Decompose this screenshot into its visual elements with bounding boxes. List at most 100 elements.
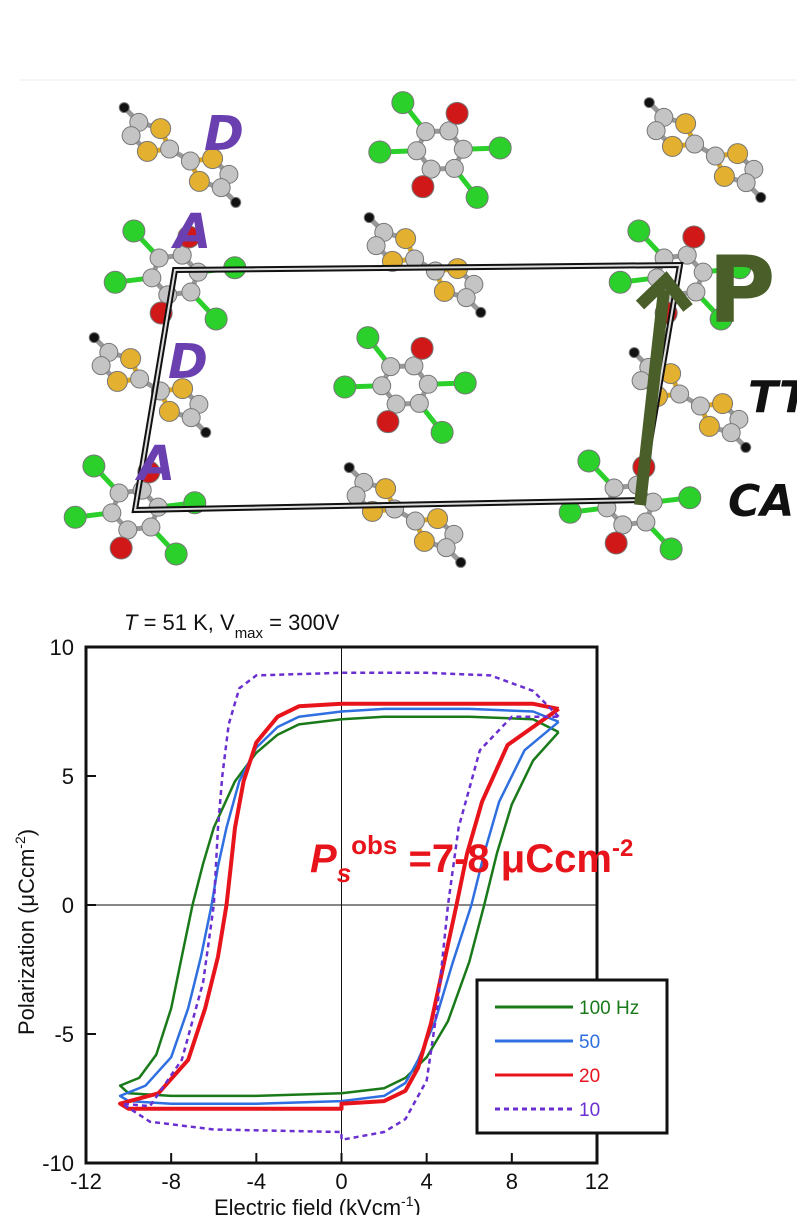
atom xyxy=(417,123,435,141)
atom xyxy=(142,518,160,536)
atom xyxy=(434,281,454,301)
annotation-sup: obs xyxy=(351,830,397,860)
atom xyxy=(713,394,733,414)
atom xyxy=(364,213,374,223)
atom xyxy=(411,337,433,359)
annotation-part: =7-8 μCcm xyxy=(397,837,612,881)
atom xyxy=(357,327,379,349)
x-tick-label: 0 xyxy=(335,1169,347,1194)
atom xyxy=(446,102,468,124)
title-sub: max xyxy=(235,625,264,642)
atom xyxy=(437,539,455,557)
atom xyxy=(678,246,696,264)
atom xyxy=(161,140,179,158)
donor-label: D xyxy=(204,106,244,162)
x-label-part: ) xyxy=(414,1195,421,1215)
atom xyxy=(376,479,396,499)
atom xyxy=(728,144,748,164)
atom xyxy=(714,166,734,186)
atom xyxy=(489,137,511,159)
acceptor-label: A xyxy=(170,204,211,260)
atom xyxy=(414,531,434,551)
x-tick-label: 12 xyxy=(585,1169,609,1194)
y-tick-label: -5 xyxy=(54,1022,74,1047)
atom xyxy=(103,504,121,522)
title-part: = 51 K, V xyxy=(137,610,235,635)
atom xyxy=(559,501,581,523)
annotation: Psobs =7-8 μCcm-2 xyxy=(310,830,633,888)
atom xyxy=(382,358,400,376)
acceptor-label: A xyxy=(134,436,175,492)
atom xyxy=(686,135,704,153)
atom xyxy=(408,142,426,160)
donor-name: TT xyxy=(748,372,797,423)
atom xyxy=(151,119,171,139)
y-label-part: Polarization (μCcm xyxy=(14,849,39,1035)
atom xyxy=(377,411,399,433)
atom xyxy=(201,427,211,437)
y-tick-label: 10 xyxy=(50,635,74,660)
y-tick-label: 5 xyxy=(62,764,74,789)
atom xyxy=(119,103,129,113)
atom xyxy=(373,377,391,395)
x-axis-label: Electric field (kVcm-1) xyxy=(214,1193,421,1215)
atom xyxy=(671,385,689,403)
atom xyxy=(121,349,141,369)
atom xyxy=(660,538,682,560)
y-tick-label: -10 xyxy=(42,1151,74,1176)
annotation-sub: s xyxy=(337,858,351,888)
atom xyxy=(334,376,356,398)
atom xyxy=(123,220,145,242)
x-tick-label: -12 xyxy=(70,1169,102,1194)
atom xyxy=(369,141,391,163)
atom xyxy=(628,220,650,242)
atom xyxy=(614,516,632,534)
atom xyxy=(457,289,475,307)
title-part: = 300V xyxy=(263,610,340,635)
legend-label: 50 xyxy=(579,1032,600,1053)
atom xyxy=(419,375,437,393)
atom xyxy=(431,421,453,443)
atom xyxy=(119,521,137,539)
polarization-label: P xyxy=(708,237,775,344)
atom xyxy=(131,370,149,388)
atom xyxy=(578,450,600,472)
x-tick-label: 4 xyxy=(421,1169,433,1194)
atom xyxy=(445,159,463,177)
y-axis-label: Polarization (μCcm-2) xyxy=(12,829,39,1035)
atom xyxy=(396,229,416,249)
atom xyxy=(392,92,414,114)
y-label-part: ) xyxy=(14,829,39,836)
x-tick-label: -8 xyxy=(161,1169,181,1194)
atom xyxy=(741,442,751,452)
atom xyxy=(344,463,354,473)
atom xyxy=(476,307,486,317)
legend-label: 20 xyxy=(579,1066,600,1087)
y-label-sup: -2 xyxy=(12,836,28,849)
atom xyxy=(137,141,157,161)
atom xyxy=(165,543,187,565)
legend-label: 10 xyxy=(579,1100,600,1121)
page: T = 51 K, Vmax = 300V Electric field (kV… xyxy=(0,0,797,1215)
atom xyxy=(64,506,86,528)
atom xyxy=(644,98,654,108)
atom xyxy=(629,348,639,358)
atom xyxy=(159,401,179,421)
atom xyxy=(83,455,105,477)
atom xyxy=(367,237,385,255)
atom xyxy=(182,283,200,301)
atom xyxy=(456,557,466,567)
acceptor-name: CA xyxy=(728,476,794,527)
atom xyxy=(699,416,719,436)
atom xyxy=(428,509,448,529)
atom xyxy=(676,114,696,134)
y-tick-label: 0 xyxy=(62,893,74,918)
atom xyxy=(406,512,424,530)
atom xyxy=(609,271,631,293)
atom xyxy=(691,397,709,415)
atom xyxy=(205,308,227,330)
atom xyxy=(662,136,682,156)
atom xyxy=(347,487,365,505)
